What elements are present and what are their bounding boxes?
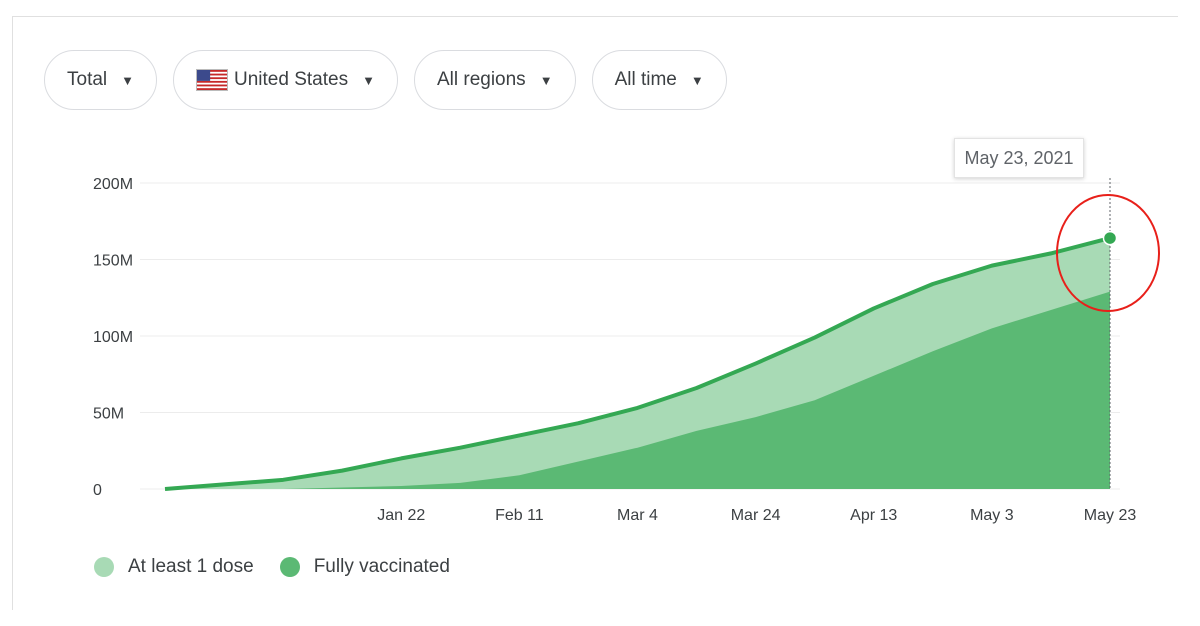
date-tooltip: May 23, 2021 xyxy=(954,138,1084,178)
caret-down-icon: ▼ xyxy=(539,72,553,88)
y-tick-label: 200M xyxy=(93,176,133,193)
area-fully-vaccinated xyxy=(165,291,1110,489)
x-tick-label: Feb 11 xyxy=(495,507,544,524)
y-tick-label: 50M xyxy=(93,406,124,423)
caret-down-icon: ▼ xyxy=(121,72,135,88)
tooltip-date: May 23, 2021 xyxy=(964,147,1074,168)
x-tick-label: May 23 xyxy=(1084,507,1137,524)
y-tick-label: 0 xyxy=(93,482,102,499)
legend-label-dose: At least 1 dose xyxy=(128,556,254,577)
x-tick-label: May 3 xyxy=(970,507,1014,524)
y-tick-label: 150M xyxy=(93,253,133,270)
legend-item-full[interactable]: Fully vaccinated xyxy=(279,556,450,578)
line-at-least-one-dose xyxy=(164,236,1111,491)
x-tick-label: Jan 22 xyxy=(377,507,425,524)
card-top-border xyxy=(12,16,1178,17)
caret-down-icon: ▼ xyxy=(362,72,375,88)
chart-areas xyxy=(164,236,1111,491)
us-flag-icon xyxy=(196,69,229,91)
legend-label-full: Fully vaccinated xyxy=(313,556,450,577)
x-tick-label: Mar 4 xyxy=(617,507,658,524)
highlight-point xyxy=(1102,230,1118,246)
x-tick-label: Mar 24 xyxy=(731,507,781,524)
period-dropdown[interactable]: All time ▼ xyxy=(591,50,727,110)
country-dropdown-label: United States xyxy=(234,69,349,90)
y-axis-labels: 0 50M 100M 150M 200M xyxy=(93,176,133,499)
chart-overlay xyxy=(1056,178,1160,489)
country-dropdown[interactable]: United States ▼ xyxy=(173,50,398,110)
y-tick-label: 100M xyxy=(93,329,133,346)
chart-legend: At least 1 dose Fully vaccinated xyxy=(94,556,476,578)
filter-bar: Total ▼ United States ▼ All regions ▼ Al… xyxy=(44,50,727,110)
caret-down-icon: ▼ xyxy=(690,72,704,88)
region-dropdown[interactable]: All regions ▼ xyxy=(413,50,576,110)
measure-dropdown[interactable]: Total ▼ xyxy=(44,50,158,110)
legend-swatch-dose xyxy=(94,557,114,577)
red-annotation-circle xyxy=(1056,194,1160,312)
legend-item-dose[interactable]: At least 1 dose xyxy=(94,556,254,578)
x-tick-label: Apr 13 xyxy=(850,507,897,524)
region-dropdown-label: All regions xyxy=(436,69,526,90)
card-left-border xyxy=(12,16,13,610)
measure-dropdown-label: Total xyxy=(67,69,108,90)
x-axis-labels: Jan 22 Feb 11 Mar 4 Mar 24 Apr 13 May 3 May 23 xyxy=(377,507,1136,524)
period-dropdown-label: All time xyxy=(614,69,677,90)
legend-swatch-full xyxy=(279,557,300,577)
